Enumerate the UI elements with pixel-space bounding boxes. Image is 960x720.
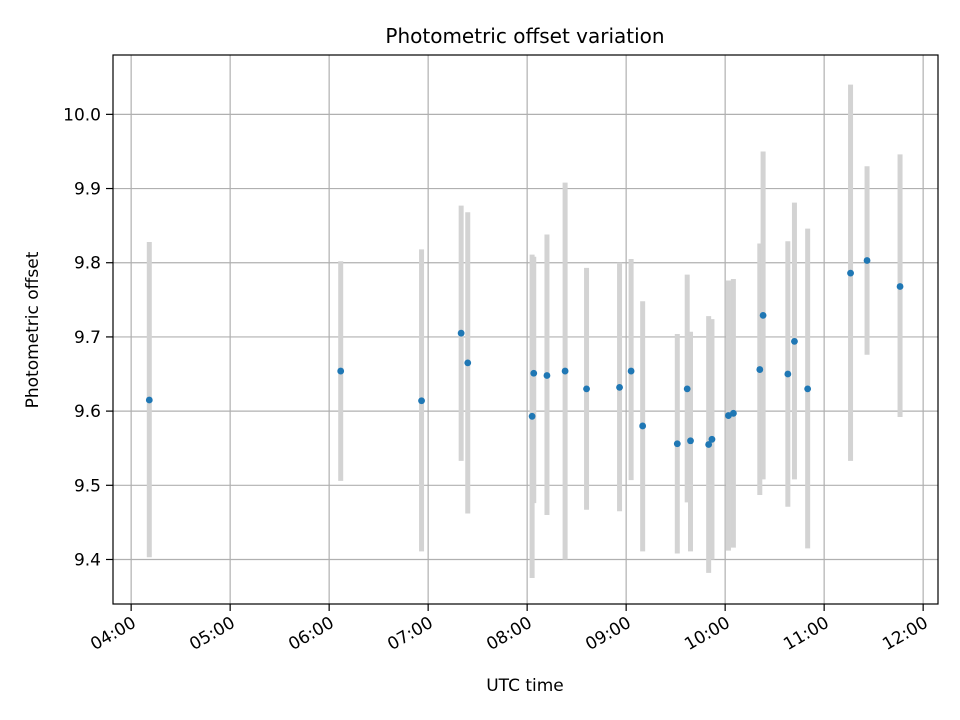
x-tick-label: 05:00: [186, 613, 238, 655]
data-point: [687, 437, 694, 445]
data-point: [464, 359, 472, 367]
data-point: [730, 409, 737, 417]
data-point: [705, 441, 713, 448]
data-point: [543, 372, 551, 379]
data-point: [616, 383, 623, 391]
data-point: [627, 367, 635, 375]
error-bars: [146, 84, 903, 579]
x-tick-label: 08:00: [483, 613, 535, 655]
y-tick-label: 9.5: [74, 476, 101, 496]
data-point: [673, 440, 681, 448]
y-tick-label: 9.9: [74, 180, 101, 200]
data-point: [561, 367, 569, 375]
data-point: [639, 422, 647, 430]
y-axis-ticks: 9.4 9.5 9.6 9.7 9.8 9.9 10.0: [63, 105, 113, 570]
data-point: [863, 257, 871, 264]
data-point: [708, 435, 716, 443]
y-tick-label: 9.7: [74, 328, 101, 348]
data-point: [896, 283, 904, 290]
data-point: [528, 412, 536, 420]
x-axis-ticks: 04:00 05:00 06:00 07:00 08:00 09:00 10:00 11:00…: [87, 604, 932, 655]
y-tick-label: 9.8: [74, 254, 101, 274]
data-point: [804, 385, 812, 393]
x-tick-label: 10:00: [681, 613, 733, 655]
x-tick-label: 09:00: [582, 613, 634, 655]
plot-frame: [112, 54, 939, 605]
x-axis-label: UTC time: [486, 676, 564, 696]
data-point: [784, 370, 792, 378]
data-point: [847, 269, 854, 277]
x-tick-label: 07:00: [384, 613, 436, 655]
data-point: [337, 367, 345, 375]
y-tick-label: 10.0: [63, 105, 101, 125]
data-point: [530, 369, 538, 377]
data-point: [583, 385, 590, 393]
data-point: [756, 366, 764, 373]
data-point: [418, 397, 425, 405]
x-tick-label: 04:00: [87, 613, 139, 655]
data-point: [759, 312, 767, 319]
data-point: [683, 385, 691, 393]
y-axis-label: Photometric offset: [23, 251, 43, 408]
x-tick-label: 12:00: [879, 613, 931, 655]
grid-lines: [113, 55, 938, 604]
data-point: [791, 337, 798, 345]
y-tick-label: 9.6: [74, 402, 101, 422]
x-tick-label: 06:00: [285, 613, 337, 655]
data-point: [457, 329, 465, 337]
data-point: [145, 396, 153, 404]
chart-title: Photometric offset variation: [385, 24, 664, 48]
y-tick-label: 9.4: [74, 550, 101, 570]
x-tick-label: 11:00: [780, 613, 832, 655]
data-points: [145, 257, 904, 448]
